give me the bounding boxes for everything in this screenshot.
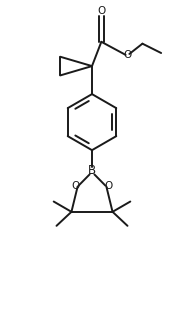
Text: O: O bbox=[105, 181, 113, 191]
Text: O: O bbox=[71, 181, 79, 191]
Text: O: O bbox=[97, 6, 105, 16]
Text: O: O bbox=[123, 50, 132, 60]
Text: B: B bbox=[88, 164, 96, 177]
